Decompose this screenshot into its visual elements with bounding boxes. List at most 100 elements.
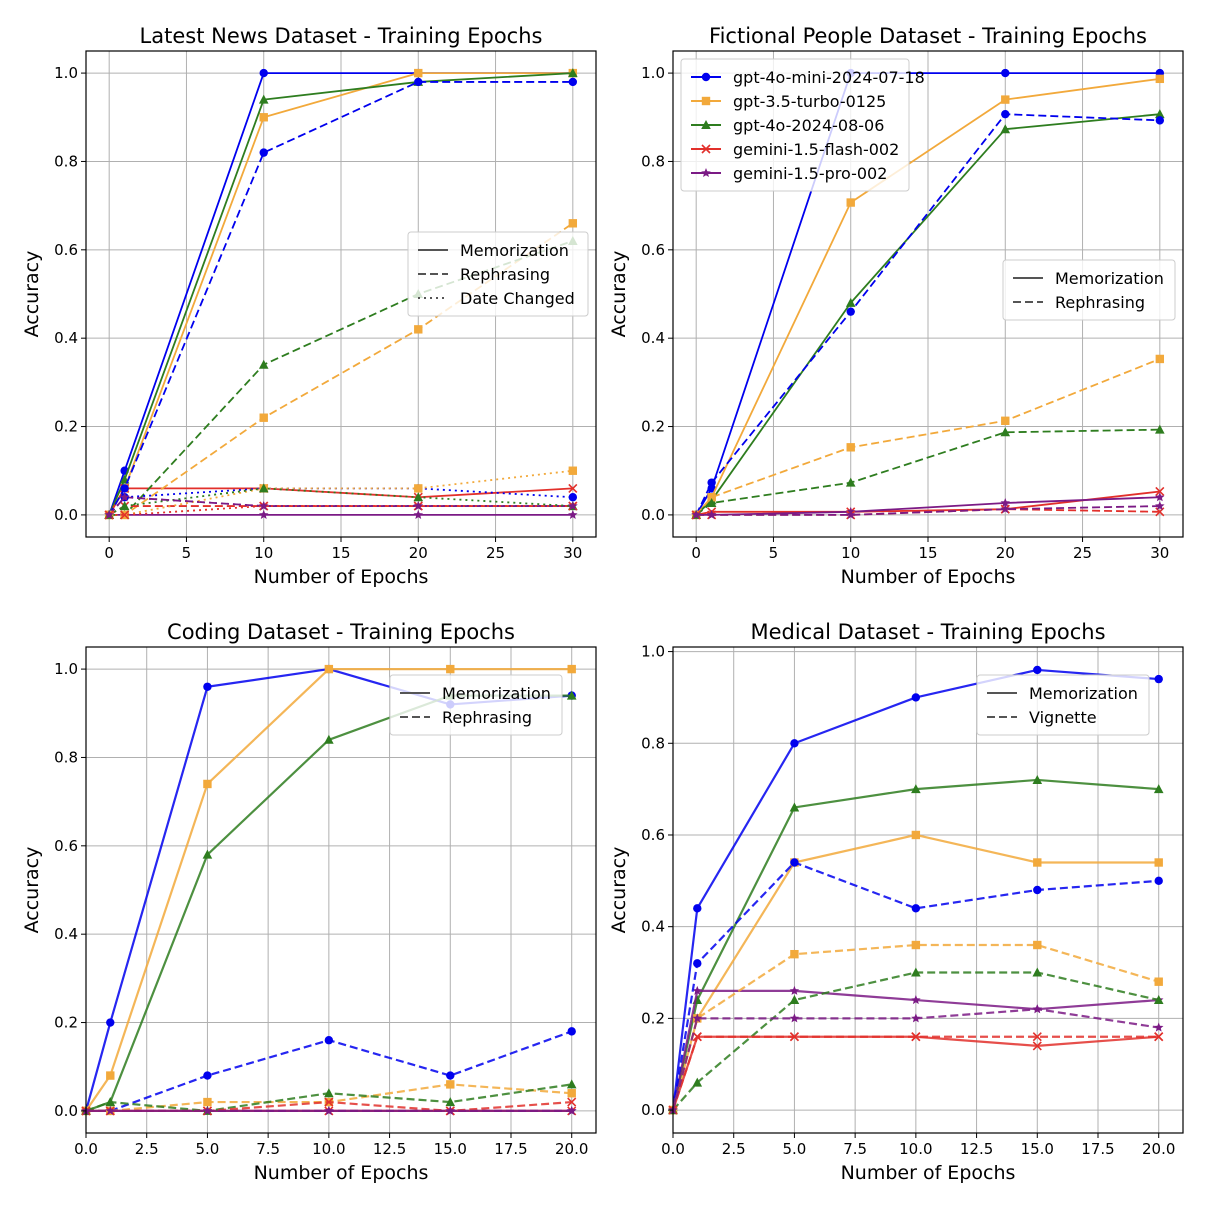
x-tick-label: 10	[841, 544, 860, 562]
point-gemini-1-5-pro-002-dashed	[911, 1013, 921, 1023]
point-gemini-1-5-pro-002-dashed	[1153, 1022, 1164, 1032]
point-gpt-3-5-turbo-0125-dotted	[568, 466, 578, 475]
point-gemini-1-5-pro-002-solid	[1000, 497, 1011, 508]
y-axis-label: Accuracy	[608, 251, 630, 338]
x-tick-label: 5.0	[195, 1140, 219, 1158]
series-line-gemini-1-5-flash-002-dotted	[109, 505, 573, 516]
point-gpt-4o-mini-2024-07-18-dashed	[568, 77, 578, 87]
x-tick-label: 2.5	[722, 1140, 746, 1158]
point-gpt-3-5-turbo-0125-solid	[567, 664, 576, 674]
point-gpt-4o-2024-08-06-solid	[1153, 784, 1164, 794]
point-gpt-4o-mini-2024-07-18-dashed	[259, 148, 268, 157]
y-tick-label: 1.0	[641, 64, 665, 82]
x-tick-label: 5.0	[782, 1140, 806, 1158]
y-tick-label: 0.4	[54, 329, 78, 347]
point-gpt-4o-2024-08-06-dashed	[1155, 424, 1165, 434]
series-line-gemini-1-5-flash-002-dashed	[86, 1100, 572, 1113]
point-gemini-1-5-flash-002-dotted	[120, 510, 130, 520]
point-gpt-4o-mini-2024-07-18-solid	[1154, 674, 1163, 684]
y-tick-label: 1.0	[54, 660, 78, 678]
legend-marker-gpt-3-5-turbo-0125	[701, 96, 711, 106]
legend-box	[389, 674, 563, 736]
legend-label-gemini-1-5-flash-002: gemini-1.5-flash-002	[733, 140, 899, 159]
point-gpt-4o-2024-08-06-dashed	[706, 497, 717, 507]
point-gemini-1-5-pro-002-dashed	[202, 1105, 213, 1115]
point-gpt-4o-2024-08-06-solid	[1155, 109, 1165, 119]
legend-label-memorization: Memorization	[460, 241, 569, 260]
point-gpt-3-5-turbo-0125-dashed	[446, 1080, 455, 1089]
plot-frame	[672, 646, 1184, 1134]
legend-marker-gpt-4o-2024-08-06	[701, 120, 711, 129]
legend-label-rephrasing: Rephrasing	[460, 265, 550, 284]
point-gpt-3-5-turbo-0125-dashed	[568, 219, 578, 228]
point-gpt-4o-2024-08-06-dashed	[1000, 427, 1011, 437]
point-gpt-3-5-turbo-0125-dashed	[414, 325, 423, 334]
series-line-gpt-4o-mini-2024-07-18-dashed	[86, 1030, 573, 1113]
series-line-gpt-3-5-turbo-0125-solid	[85, 667, 572, 1112]
point-gemini-1-5-pro-002-dotted	[568, 501, 578, 511]
point-gpt-4o-mini-2024-07-18-dashed	[446, 1071, 455, 1080]
point-gpt-3-5-turbo-0125-dashed	[259, 413, 268, 422]
point-gpt-4o-mini-2024-07-18-solid	[259, 68, 268, 78]
point-gemini-1-5-pro-002-dashed	[1000, 504, 1011, 514]
series-line-gpt-4o-mini-2024-07-18-dashed	[671, 861, 1159, 1111]
legend-label-rephrasing: Rephrasing	[442, 708, 532, 727]
y-tick-label: 0.6	[54, 837, 78, 855]
chart-title: Latest News Dataset - Training Epochs	[140, 24, 543, 48]
point-gpt-4o-2024-08-06-solid	[789, 802, 800, 812]
point-gpt-4o-2024-08-06-dashed	[1032, 967, 1043, 977]
point-gemini-1-5-pro-002-solid	[1155, 492, 1165, 502]
point-gemini-1-5-flash-002-dashed	[324, 1097, 334, 1107]
chart-title: Fictional People Dataset - Training Epoc…	[709, 24, 1147, 48]
point-gemini-1-5-pro-002-dashed	[845, 509, 856, 519]
point-gemini-1-5-pro-002-dotted	[413, 501, 424, 511]
legend-marker-gemini-1-5-pro-002	[701, 168, 711, 178]
point-gpt-4o-2024-08-06-solid	[566, 690, 577, 700]
point-gpt-4o-2024-08-06-dashed	[258, 359, 269, 369]
legend-label-memorization: Memorization	[1029, 684, 1138, 703]
point-gemini-1-5-pro-002-solid	[568, 509, 578, 519]
point-gpt-4o-mini-2024-07-18-dashed	[790, 858, 799, 867]
point-gpt-4o-2024-08-06-solid	[324, 734, 334, 744]
point-gpt-4o-2024-08-06-dashed	[692, 1077, 703, 1087]
y-tick-label: 0.4	[641, 918, 665, 936]
style-legend: Memorization Vignette	[976, 674, 1150, 736]
point-gpt-4o-2024-08-06-solid	[1032, 774, 1043, 784]
panel-3: 0.0 2.5 5.0 7.5 10.0 12.5 15.0 17.5 20.0 0.0 0.2 0.…	[21, 620, 597, 1184]
point-gpt-4o-2024-08-06-dashed	[911, 967, 921, 977]
point-gpt-4o-2024-08-06-dotted	[119, 501, 130, 511]
x-axis-label: Number of Epochs	[841, 566, 1016, 588]
x-axis-label: Number of Epochs	[254, 1162, 429, 1184]
point-gpt-3-5-turbo-0125-solid	[1154, 858, 1163, 867]
series-line-gpt-4o-2024-08-06-dashed	[672, 971, 1159, 1111]
series-line-gemini-1-5-pro-002-dashed	[696, 505, 1160, 516]
x-tick-label: 20	[409, 544, 428, 562]
point-gemini-1-5-flash-002-solid	[1032, 1041, 1042, 1051]
legend-label-gpt-3-5-turbo-0125: gpt-3.5-turbo-0125	[733, 92, 886, 111]
point-gpt-4o-2024-08-06-solid	[568, 68, 578, 78]
point-gemini-1-5-pro-002-dashed	[324, 1105, 334, 1115]
y-axis-label: Accuracy	[21, 251, 43, 338]
point-gemini-1-5-pro-002-dashed	[706, 509, 717, 519]
style-legend: Memorization Rephrasing	[1002, 259, 1176, 321]
series-group	[81, 664, 577, 1116]
point-gpt-3-5-turbo-0125-dotted	[414, 484, 423, 493]
x-tick-label: 25	[1073, 544, 1092, 562]
legend-marker-gpt-4o-mini-2024-07-18	[701, 72, 711, 82]
legend-marker-gemini-1-5-flash-002	[701, 144, 711, 154]
point-gemini-1-5-pro-002-dashed	[1155, 501, 1165, 511]
y-tick-label: 0.0	[54, 506, 78, 524]
point-gpt-4o-2024-08-06-solid	[911, 784, 921, 794]
point-gpt-4o-mini-2024-07-18-dashed	[324, 1036, 334, 1045]
x-tick-label: 5	[769, 544, 779, 562]
point-gpt-3-5-turbo-0125-solid	[203, 779, 212, 789]
legend-label-vignette: Vignette	[1029, 708, 1097, 727]
y-tick-label: 0.2	[641, 1009, 665, 1027]
point-gemini-1-5-pro-002-dotted	[119, 492, 130, 502]
point-gpt-4o-2024-08-06-dotted	[413, 492, 424, 502]
point-gpt-4o-mini-2024-07-18-dashed	[203, 1071, 212, 1080]
point-gemini-1-5-flash-002-dashed	[911, 1032, 921, 1042]
legend-label-date-changed: Date Changed	[460, 289, 575, 308]
y-tick-label: 0.6	[641, 241, 665, 259]
